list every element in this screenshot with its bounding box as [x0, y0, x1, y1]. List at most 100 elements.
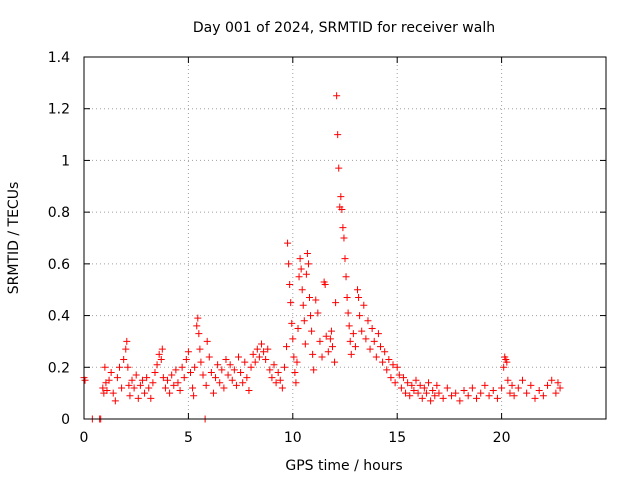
data-point	[406, 392, 414, 400]
data-point	[324, 348, 332, 356]
data-point	[138, 376, 146, 384]
data-point	[141, 389, 149, 397]
data-point	[489, 387, 497, 395]
data-point	[149, 379, 157, 387]
data-point	[290, 353, 298, 361]
data-point	[316, 337, 324, 345]
data-point	[186, 368, 194, 376]
data-point	[118, 384, 126, 392]
data-point	[286, 281, 294, 289]
data-point	[128, 376, 136, 384]
data-point	[253, 345, 261, 353]
data-point	[308, 327, 316, 335]
data-point	[122, 345, 130, 353]
data-point	[228, 376, 236, 384]
data-point	[362, 335, 370, 343]
data-point	[456, 397, 464, 405]
data-point	[334, 131, 342, 139]
data-point	[510, 392, 518, 400]
data-point	[278, 384, 286, 392]
data-point	[408, 381, 416, 389]
data-point	[113, 374, 121, 382]
data-point	[548, 376, 556, 384]
data-point	[393, 363, 401, 371]
data-point	[283, 343, 291, 351]
data-point	[554, 379, 562, 387]
data-point	[157, 356, 165, 364]
data-point	[241, 358, 249, 366]
data-point	[360, 301, 368, 309]
data-point	[508, 381, 516, 389]
data-point	[99, 384, 107, 392]
data-point	[412, 376, 420, 384]
grid	[84, 57, 606, 419]
data-point	[298, 286, 306, 294]
data-point	[207, 368, 215, 376]
data-point	[332, 299, 340, 307]
y-tick-label: 0.2	[48, 360, 70, 376]
data-point	[339, 224, 347, 232]
data-point	[299, 301, 307, 309]
data-point	[111, 397, 119, 405]
data-point	[416, 381, 424, 389]
x-tick-label: 5	[184, 430, 193, 446]
data-point	[349, 330, 357, 338]
data-point	[342, 273, 350, 281]
data-point	[260, 348, 268, 356]
data-point	[189, 384, 197, 392]
data-point	[498, 384, 506, 392]
data-point	[539, 392, 547, 400]
data-point	[340, 234, 348, 242]
data-point	[243, 374, 251, 382]
data-point	[293, 358, 301, 366]
data-point	[427, 397, 435, 405]
data-point	[500, 363, 508, 371]
data-point	[420, 384, 428, 392]
data-point	[280, 363, 288, 371]
x-tick-label: 0	[80, 430, 89, 446]
data-point	[309, 350, 317, 358]
data-point	[180, 374, 188, 382]
data-point	[425, 379, 433, 387]
data-point	[158, 345, 166, 353]
data-point	[433, 381, 441, 389]
data-point	[366, 345, 374, 353]
data-point	[292, 379, 300, 387]
plot-frame	[83, 56, 607, 420]
tick-labels: 0 5 10 15 20 0 0.2 0.4 0.6 0.8 1 1.2 1.4	[48, 50, 511, 446]
data-point	[414, 389, 422, 397]
data-point	[126, 392, 134, 400]
data-point	[166, 389, 174, 397]
data-point	[202, 381, 210, 389]
data-point	[429, 387, 437, 395]
data-point	[318, 353, 326, 361]
data-point	[191, 363, 199, 371]
data-point	[504, 376, 512, 384]
data-point	[120, 356, 128, 364]
data-point	[347, 350, 355, 358]
y-tick-label: 1.2	[48, 102, 70, 118]
data-point	[381, 348, 389, 356]
data-point	[222, 356, 230, 364]
data-point	[262, 356, 270, 364]
data-point	[285, 260, 293, 268]
data-point	[321, 281, 329, 289]
data-point	[161, 384, 169, 392]
data-point	[153, 361, 161, 369]
data-point	[397, 384, 405, 392]
data-point	[272, 379, 280, 387]
data-point	[431, 392, 439, 400]
data-point	[237, 368, 245, 376]
data-point	[391, 379, 399, 387]
data-point	[247, 363, 255, 371]
x-axis-label: GPS time / hours	[285, 458, 402, 474]
data-point	[358, 327, 366, 335]
data-point	[172, 366, 180, 374]
data-point	[289, 335, 297, 343]
data-point	[101, 363, 109, 371]
data-point	[230, 366, 238, 374]
data-point	[136, 381, 144, 389]
data-point	[307, 312, 315, 320]
data-point	[506, 389, 514, 397]
data-point	[226, 361, 234, 369]
